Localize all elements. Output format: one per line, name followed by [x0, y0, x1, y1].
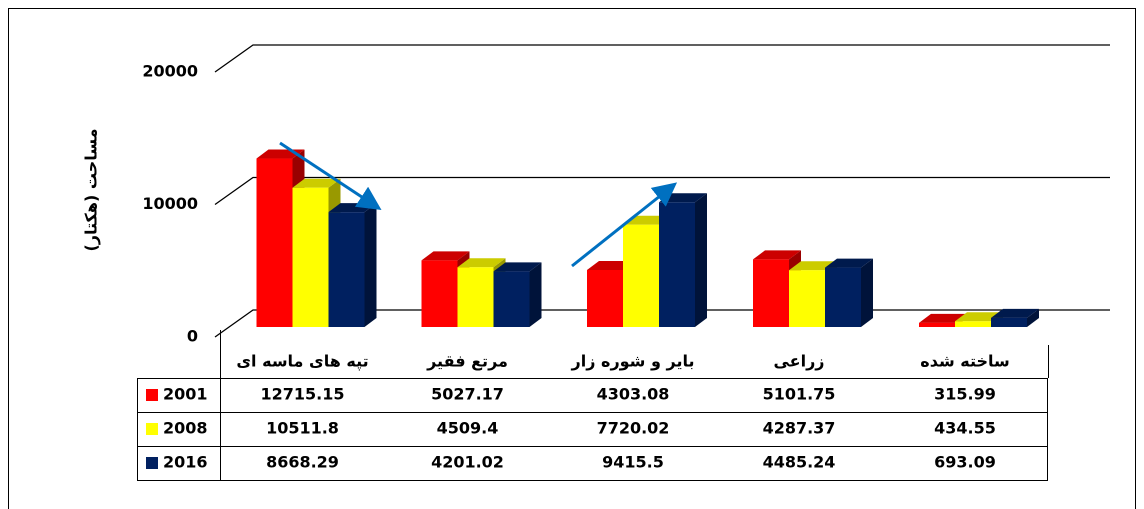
table-cell: 12715.15 — [260, 385, 344, 404]
bar-front — [825, 267, 861, 327]
bar — [991, 308, 1039, 327]
trend-arrow — [571, 182, 678, 268]
bar-top — [457, 258, 506, 268]
legend-label: 2016 — [163, 453, 208, 472]
bar — [825, 258, 873, 327]
legend-swatch — [146, 423, 158, 435]
bar-side — [529, 262, 542, 327]
y-tick-label: 20000 — [142, 62, 198, 81]
bar-front — [457, 267, 494, 327]
bar — [493, 262, 542, 327]
table-cell: 4201.02 — [431, 453, 504, 472]
table-cell: 4303.08 — [597, 385, 670, 404]
trend-arrow — [279, 141, 382, 210]
bar-front — [292, 187, 329, 327]
bar-front — [753, 259, 789, 327]
bar — [328, 203, 377, 327]
bar — [659, 193, 707, 327]
bar-side — [1027, 308, 1039, 327]
bar-front — [623, 224, 659, 327]
table-cell: 5101.75 — [763, 385, 836, 404]
table-cell: 693.09 — [934, 453, 996, 472]
x-tick-label: بایر و شوره زار — [571, 352, 695, 371]
bar-top — [991, 308, 1039, 318]
table-border — [137, 378, 1048, 481]
table-cell: 5027.17 — [431, 385, 504, 404]
bar-side — [364, 203, 377, 327]
table-cell: 8668.29 — [266, 453, 339, 472]
table-cell: 315.99 — [934, 385, 996, 404]
x-tick-label: مرتع فقیر — [426, 352, 508, 371]
table-cell: 7720.02 — [597, 419, 670, 438]
bar-front — [659, 202, 695, 327]
y-axis-label: مساحت (هکتار) — [82, 128, 101, 251]
bar-front — [256, 158, 293, 327]
legend-label: 2001 — [163, 385, 208, 404]
x-tick-label: ساخته شده — [920, 352, 1010, 371]
table-cell: 4485.24 — [763, 453, 836, 472]
bar-top — [919, 313, 967, 323]
legend-swatch — [146, 457, 158, 469]
bar-front — [991, 317, 1027, 327]
frame — [8, 8, 1136, 509]
bar-front — [328, 212, 365, 327]
x-tick-label: زراعی — [773, 352, 824, 371]
table-cell: 4287.37 — [763, 419, 836, 438]
table-cell: 9415.5 — [602, 453, 664, 472]
bar-top — [421, 251, 470, 261]
bar-side — [695, 193, 707, 327]
table-cell: 10511.8 — [266, 419, 339, 438]
grid-line — [214, 176, 1110, 206]
grid-line — [214, 44, 1110, 73]
bar-side — [861, 258, 873, 327]
bar-top — [753, 250, 801, 260]
bar-front — [789, 270, 825, 327]
legend-swatch — [146, 389, 158, 401]
x-tick-label: تپه های ماسه ای — [236, 352, 368, 372]
bar-top — [292, 178, 341, 188]
bar-front — [421, 260, 458, 327]
bar — [421, 251, 470, 327]
plot — [256, 149, 1039, 327]
legend-label: 2008 — [163, 419, 208, 438]
bar-front — [919, 322, 955, 327]
y-tick-label: 10000 — [142, 194, 198, 213]
bar-front — [955, 321, 991, 327]
bar-top — [825, 258, 873, 268]
bar-front — [493, 271, 530, 327]
bar-top — [493, 262, 542, 272]
y-tick-label: 0 — [187, 327, 198, 346]
bar-front — [587, 269, 623, 327]
table-cell: 434.55 — [934, 419, 996, 438]
table-cell: 4509.4 — [437, 419, 499, 438]
